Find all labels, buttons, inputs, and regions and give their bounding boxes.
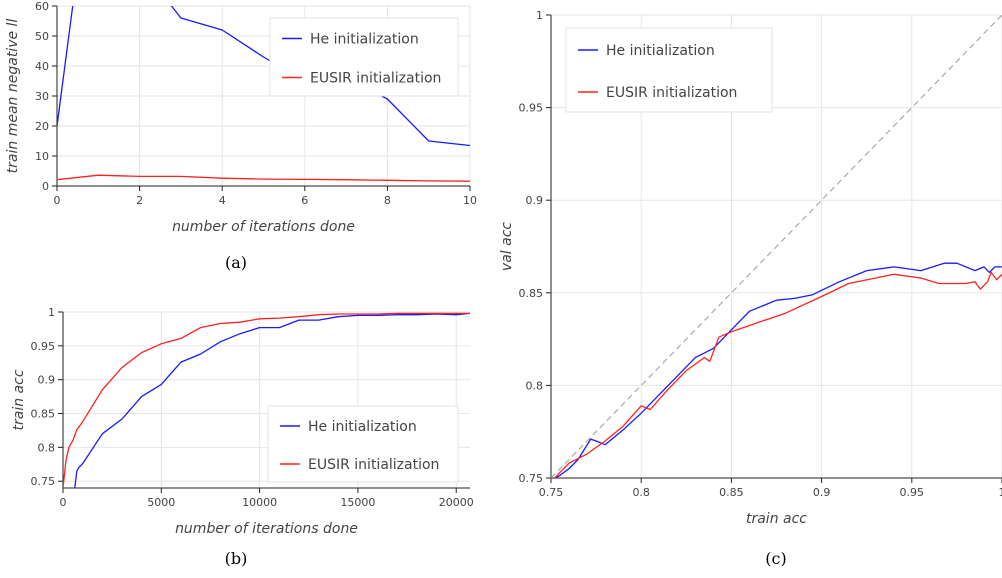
x-tick-label: 0 xyxy=(54,194,61,207)
x-tick-label: 15000 xyxy=(340,496,375,509)
x-axis-label: number of iterations done xyxy=(172,219,355,235)
y-axis-label: train acc xyxy=(11,369,27,430)
legend-label-he: He initialization xyxy=(606,43,715,59)
legend-box xyxy=(267,405,459,483)
y-tick-label: 1 xyxy=(536,9,543,22)
x-tick-label: 6 xyxy=(301,194,308,207)
legend-label-eusir: EUSIR initialization xyxy=(308,457,439,473)
y-tick-label: 0 xyxy=(42,180,49,193)
chart-b-caption: (b) xyxy=(225,549,248,568)
series-line-he xyxy=(74,312,470,488)
legend-label-he: He initialization xyxy=(310,32,419,48)
x-tick-label: 8 xyxy=(384,194,391,207)
y-tick-label: 0.95 xyxy=(31,340,56,353)
x-tick-label: 2 xyxy=(136,194,143,207)
y-tick-label: 0.95 xyxy=(519,102,544,115)
y-tick-label: 0.8 xyxy=(526,379,544,392)
legend-box xyxy=(565,27,773,113)
legend-label-eusir: EUSIR initialization xyxy=(606,85,737,101)
x-tick-label: 0.75 xyxy=(539,486,564,499)
chart-a-caption: (a) xyxy=(225,253,247,272)
x-axis-label: train acc xyxy=(746,511,807,527)
x-tick-label: 10 xyxy=(463,194,477,207)
x-tick-label: 0.8 xyxy=(632,486,650,499)
y-tick-label: 50 xyxy=(35,30,49,43)
y-axis-label: val acc xyxy=(499,222,515,271)
x-tick-label: 0.95 xyxy=(900,486,925,499)
y-tick-label: 0.85 xyxy=(31,408,56,421)
x-tick-label: 4 xyxy=(219,194,226,207)
y-tick-label: 30 xyxy=(35,90,49,103)
x-tick-label: 0.9 xyxy=(813,486,831,499)
chart-a: (a) 0 2 4 6 8 10 0 10 20 30 40 50 60 number of iterat… xyxy=(5,0,477,272)
legend: He initialization EUSIR initialization xyxy=(269,17,459,97)
legend: He initialization EUSIR initialization xyxy=(267,405,459,483)
y-tick-label: 40 xyxy=(35,60,49,73)
chart-c: (c) 0.75 0.8 0.85 0.9 0.95 1 0.75 0.8 0.85 0.9 0.9… xyxy=(499,9,1002,568)
y-tick-label: 0.9 xyxy=(38,374,56,387)
x-tick-label: 0 xyxy=(60,496,67,509)
y-tick-label: 60 xyxy=(35,0,49,13)
legend-label-he: He initialization xyxy=(308,419,417,435)
x-tick-label: 10000 xyxy=(242,496,277,509)
x-tick-label: 5000 xyxy=(147,496,175,509)
legend-label-eusir: EUSIR initialization xyxy=(310,71,441,87)
y-tick-label: 0.8 xyxy=(38,441,56,454)
y-tick-label: 20 xyxy=(35,120,49,133)
series-line-eusir xyxy=(553,271,1002,478)
identity-line xyxy=(551,15,1002,478)
series-line-eusir xyxy=(63,312,470,488)
y-tick-label: 10 xyxy=(35,150,49,163)
y-tick-label: 0.9 xyxy=(526,194,544,207)
y-axis-label: train mean negative ll xyxy=(5,19,21,174)
x-tick-label: 20000 xyxy=(439,496,474,509)
y-tick-label: 0.85 xyxy=(519,287,544,300)
x-axis-label: number of iterations done xyxy=(175,521,358,537)
legend-box xyxy=(269,17,459,97)
legend: He initialization EUSIR initialization xyxy=(565,27,773,113)
series-line-he xyxy=(555,262,1002,478)
y-tick-label: 0.75 xyxy=(519,472,544,485)
series-line-he xyxy=(57,6,470,147)
series-line-eusir xyxy=(57,174,470,182)
y-tick-label: 0.75 xyxy=(31,475,56,488)
chart-b: (b) 0 5000 10000 15000 20000 0.75 0.8 0.85 0.9 0.… xyxy=(11,306,474,568)
chart-c-caption: (c) xyxy=(765,549,786,568)
x-tick-label: 1 xyxy=(999,486,1002,499)
y-tick-label: 1 xyxy=(48,306,55,319)
x-tick-label: 0.85 xyxy=(719,486,744,499)
